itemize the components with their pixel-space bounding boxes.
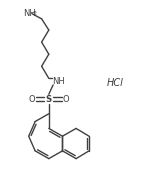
Text: 2: 2 [33, 11, 37, 16]
Text: NH: NH [23, 9, 36, 18]
Text: O: O [29, 95, 36, 104]
Text: NH: NH [52, 77, 64, 86]
Text: S: S [46, 95, 52, 104]
Text: HCl: HCl [107, 78, 124, 88]
Text: O: O [63, 95, 69, 104]
